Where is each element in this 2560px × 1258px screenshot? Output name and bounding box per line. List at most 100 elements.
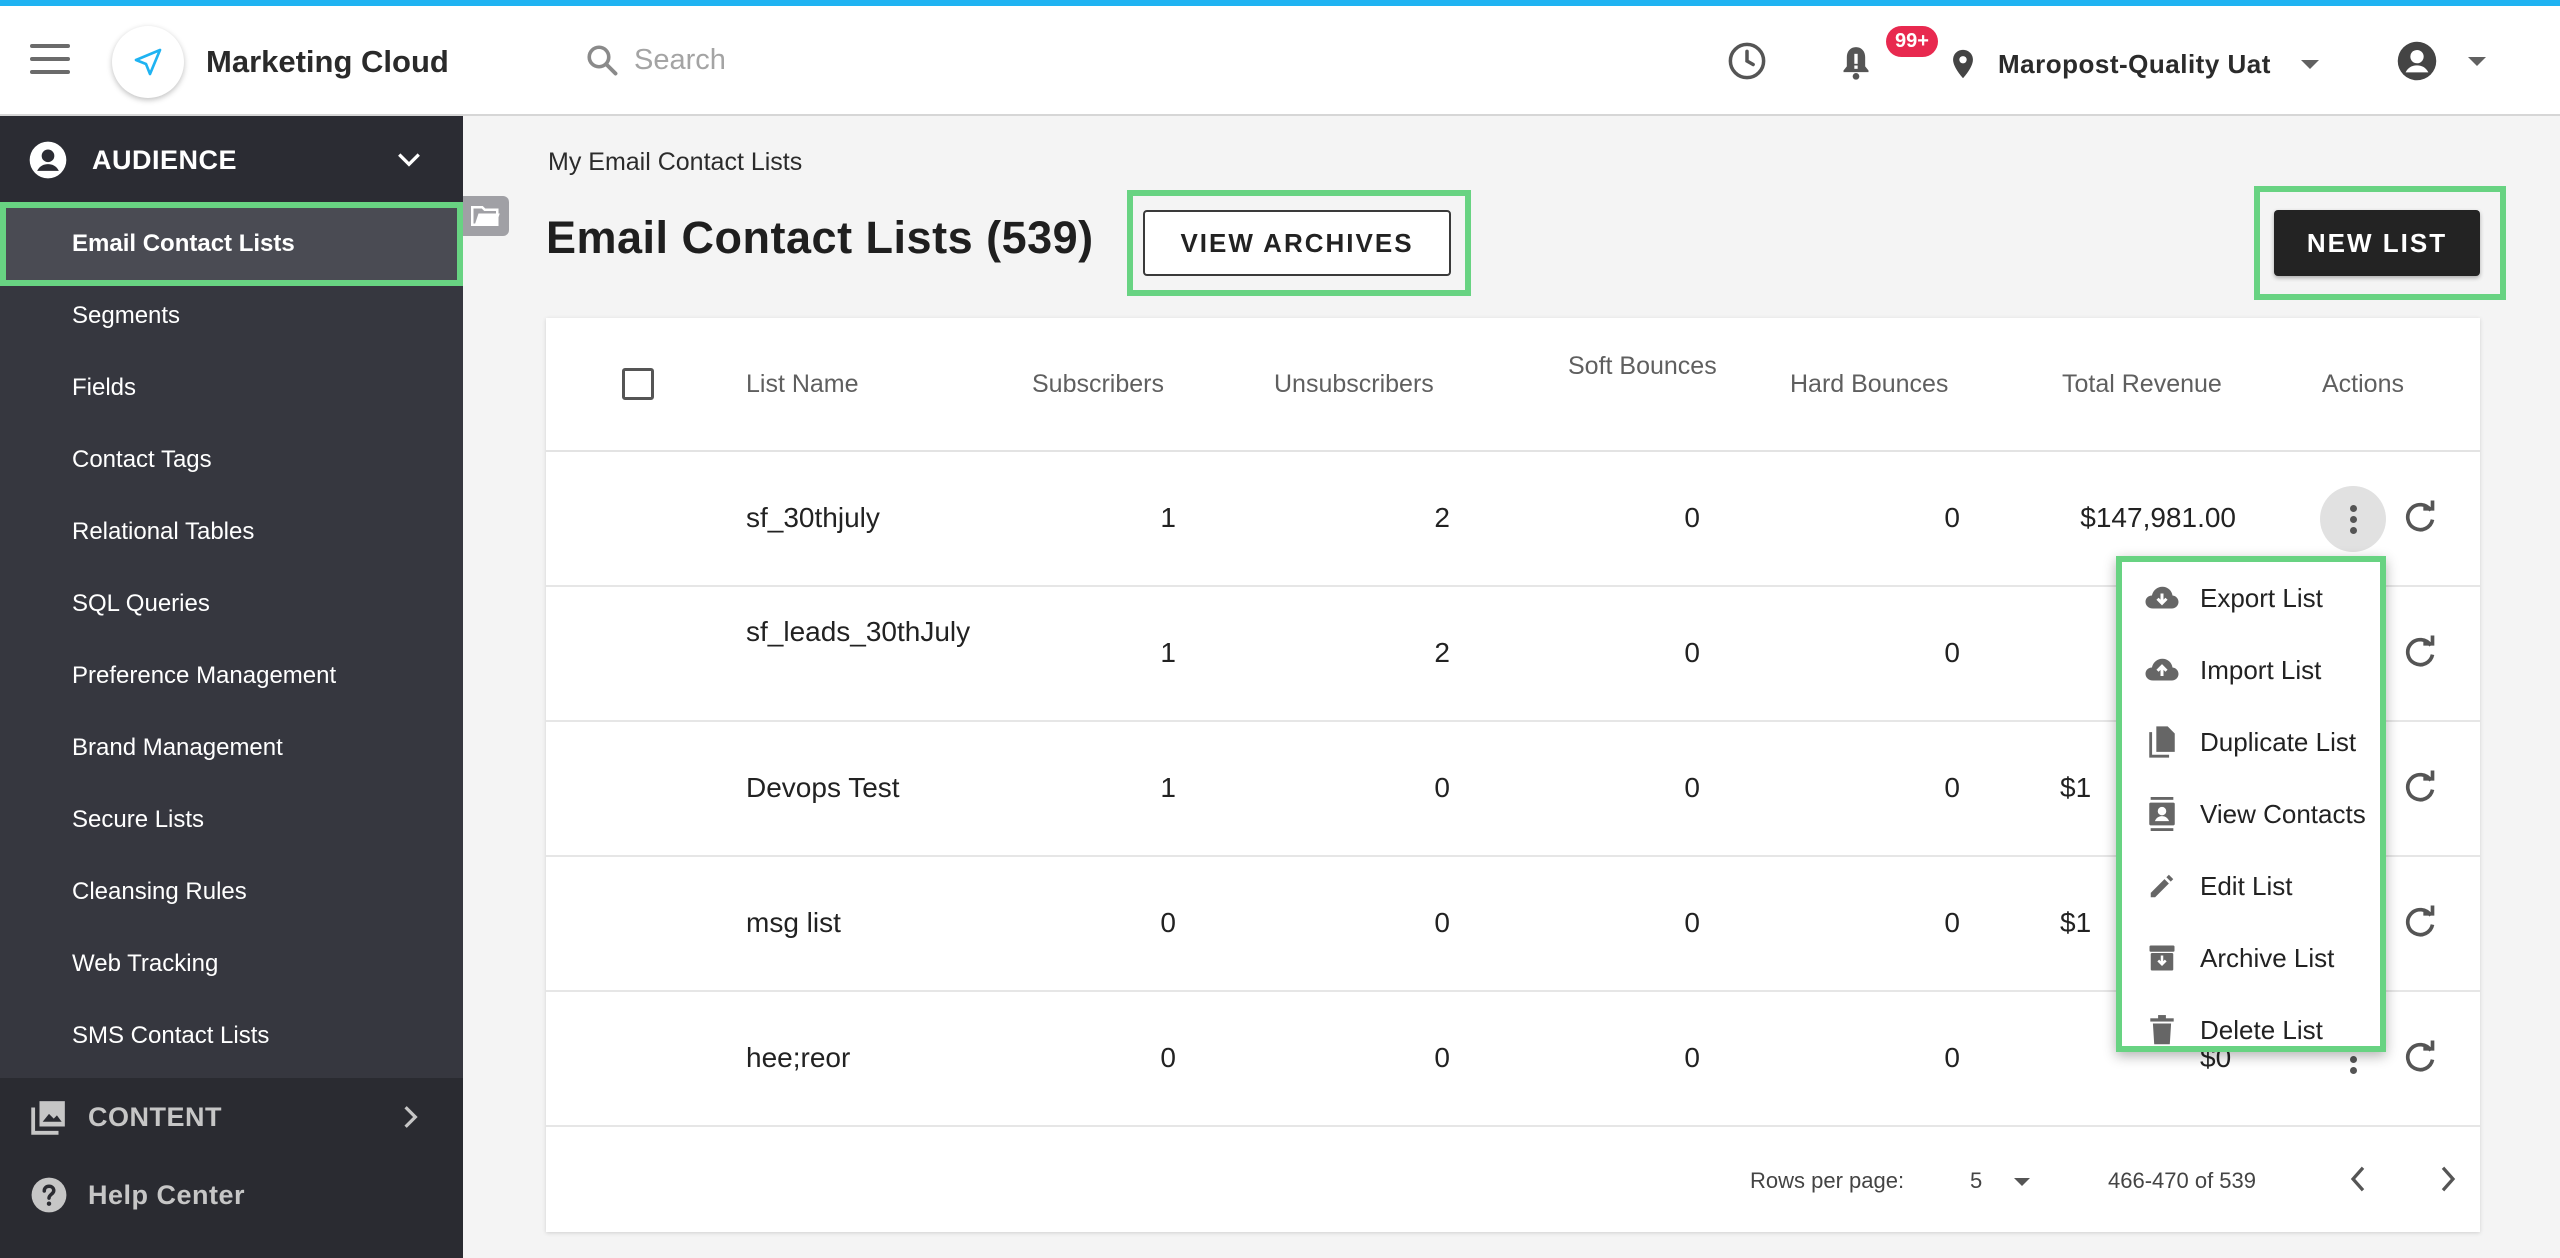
sidebar-section-content[interactable]: CONTENT [0, 1078, 463, 1156]
table-row[interactable]: Devops Test 1 0 0 0 $1 [546, 722, 2480, 857]
subscribers-value: 1 [1160, 637, 1176, 668]
column-hard-bounces[interactable]: Hard Bounces [1790, 370, 1949, 398]
list-name[interactable]: sf_leads_30thJuly [746, 616, 971, 647]
column-actions: Actions [2322, 370, 2404, 398]
pencil-icon [2144, 868, 2180, 904]
folder-toggle-icon[interactable] [463, 196, 509, 236]
new-list-button[interactable]: NEW LIST [2274, 210, 2480, 276]
duplicate-list-item[interactable]: Duplicate List [2122, 706, 2380, 778]
unsubscribers-value: 2 [1434, 637, 1450, 668]
refresh-icon[interactable] [2400, 1038, 2440, 1078]
archive-icon [2144, 940, 2180, 976]
hard-bounces-value: 0 [1944, 772, 1960, 803]
image-gallery-icon [31, 1101, 65, 1135]
refresh-icon[interactable] [2400, 903, 2440, 943]
page-title: Email Contact Lists (539) [546, 212, 1094, 263]
view-archives-highlight [1127, 190, 1471, 296]
sidebar-item-contact-tags[interactable]: Contact Tags [72, 446, 212, 473]
sidebar-items: Email Contact Lists Segments Fields Cont… [0, 202, 463, 1072]
sidebar-item-segments[interactable]: Segments [72, 302, 181, 329]
total-revenue-value: $1 [2060, 772, 2092, 803]
sidebar-item-relational-tables[interactable]: Relational Tables [72, 518, 255, 545]
table-row[interactable]: sf_leads_30thJuly 1 2 0 0 [546, 587, 2480, 722]
refresh-icon[interactable] [2400, 768, 2440, 808]
search-input[interactable] [634, 43, 1034, 77]
sidebar-section-label: AUDIENCE [92, 144, 238, 175]
menu-icon[interactable] [30, 44, 70, 74]
refresh-icon[interactable] [2400, 633, 2440, 673]
rows-per-page-value: 5 [1970, 1168, 1983, 1193]
sidebar-section-audience[interactable]: AUDIENCE [0, 116, 463, 204]
select-all-checkbox[interactable] [622, 368, 654, 400]
sidebar-item-cleansing-rules[interactable]: Cleansing Rules [72, 878, 247, 905]
chevron-down-icon [2300, 59, 2319, 69]
sidebar-help-center[interactable]: Help Center [0, 1156, 463, 1234]
sidebar-item-sms-contact-lists[interactable]: SMS Contact Lists [72, 1022, 270, 1049]
export-list-item[interactable]: Export List [2122, 562, 2380, 634]
soft-bounces-value: 0 [1684, 502, 1700, 533]
view-archives-button[interactable]: VIEW ARCHIVES [1143, 210, 1451, 276]
edit-list-item[interactable]: Edit List [2122, 850, 2380, 922]
cloud-download-icon [2144, 580, 2180, 616]
pagination-range: 466-470 of 539 [2108, 1168, 2257, 1193]
subscribers-value: 1 [1160, 502, 1176, 533]
total-revenue-value: $147,981.00 [2080, 502, 2236, 533]
refresh-icon[interactable] [2400, 498, 2440, 538]
sidebar-item-email-contact-lists[interactable]: Email Contact Lists [0, 202, 463, 286]
cloud-upload-icon [2144, 652, 2180, 688]
notification-bell-icon[interactable] [1836, 42, 1876, 89]
rows-per-page-select[interactable]: 5 [1970, 1168, 2031, 1194]
column-soft-bounces[interactable]: Soft Bounces [1568, 352, 1717, 380]
list-name[interactable]: Devops Test [746, 772, 900, 803]
sidebar-item-preference-management[interactable]: Preference Management [72, 662, 337, 689]
hard-bounces-value: 0 [1944, 637, 1960, 668]
sidebar-item-brand-management[interactable]: Brand Management [72, 734, 283, 761]
user-menu[interactable] [2396, 40, 2486, 82]
chevron-down-icon [2014, 1178, 2031, 1187]
sidebar-item-sql-queries[interactable]: SQL Queries [72, 590, 210, 617]
logo-icon[interactable] [112, 26, 184, 98]
breadcrumb: My Email Contact Lists [548, 148, 803, 176]
table-row[interactable]: sf_30thjuly 1 2 0 0 $147,981.00 [546, 452, 2480, 587]
sidebar-help-label: Help Center [88, 1179, 246, 1210]
top-accent-strip [0, 0, 2560, 6]
archive-list-item[interactable]: Archive List [2122, 922, 2380, 994]
chevron-left-icon[interactable] [2346, 1164, 2370, 1194]
sidebar-item-fields[interactable]: Fields [72, 374, 137, 401]
soft-bounces-value: 0 [1684, 772, 1700, 803]
sidebar-content-label: CONTENT [88, 1101, 222, 1132]
sidebar-item-secure-lists[interactable]: Secure Lists [72, 806, 205, 833]
history-icon[interactable] [1726, 40, 1768, 87]
contacts-icon [2144, 796, 2180, 832]
account-selector[interactable]: Maropost-Quality Uat [1946, 44, 2319, 84]
more-actions-icon[interactable] [2320, 486, 2386, 552]
import-list-item[interactable]: Import List [2122, 634, 2380, 706]
menu-item-label: Archive List [2200, 942, 2335, 973]
table-row[interactable]: hee;reor 0 0 0 0 $0 [546, 992, 2480, 1127]
sidebar-item-web-tracking[interactable]: Web Tracking [72, 950, 219, 977]
table-pagination: Rows per page: 5 466-470 of 539 [546, 1128, 2480, 1232]
subscribers-value: 0 [1160, 1042, 1176, 1073]
account-name: Maropost-Quality Uat [1998, 48, 2271, 79]
table-row[interactable]: msg list 0 0 0 0 $1 [546, 857, 2480, 992]
column-subscribers[interactable]: Subscribers [1032, 370, 1164, 398]
chevron-right-icon[interactable] [2436, 1164, 2460, 1194]
menu-item-label: Duplicate List [2200, 726, 2357, 757]
unsubscribers-value: 0 [1434, 772, 1450, 803]
list-name[interactable]: hee;reor [746, 1042, 851, 1073]
column-total-revenue[interactable]: Total Revenue [2062, 370, 2222, 398]
help-icon [31, 1177, 67, 1213]
list-name[interactable]: msg list [746, 907, 841, 938]
sidebar-bottom: CONTENT Help Center [0, 1078, 463, 1258]
subscribers-value: 1 [1160, 772, 1176, 803]
new-list-highlight [2254, 186, 2506, 300]
menu-item-label: Export List [2200, 582, 2323, 613]
list-name[interactable]: sf_30thjuly [746, 502, 880, 533]
column-unsubscribers[interactable]: Unsubscribers [1274, 370, 1434, 398]
soft-bounces-value: 0 [1684, 907, 1700, 938]
delete-list-item[interactable]: Delete List [2122, 994, 2380, 1066]
view-contacts-item[interactable]: View Contacts [2122, 778, 2380, 850]
column-list-name[interactable]: List Name [746, 370, 859, 398]
total-revenue-value: $1 [2060, 907, 2092, 938]
unsubscribers-value: 2 [1434, 502, 1450, 533]
